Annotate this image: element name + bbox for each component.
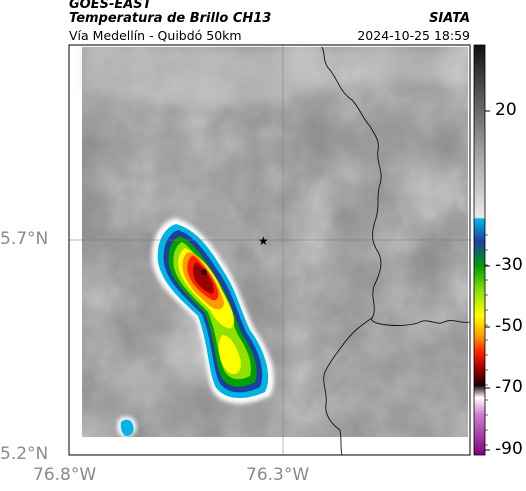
org-label: SIATA	[429, 11, 470, 26]
star-icon: ★	[258, 234, 269, 248]
department-border	[321, 46, 471, 456]
lat-label-5.7: 5.7°N	[0, 229, 49, 249]
colorbar	[473, 44, 486, 456]
warm-cloud-band	[82, 47, 468, 107]
lon-label-76.8: 76.8°W	[33, 465, 97, 485]
colorbar-label-20: 20	[495, 100, 517, 120]
colorbar-label-minus70: -70	[495, 377, 523, 397]
product-title: Temperatura de Brillo CH13	[69, 11, 272, 26]
colorbar-label-minus50: -50	[495, 316, 523, 336]
satellite-name: GOES-EAST	[69, 0, 152, 12]
colorbar-label-minus90: -90	[495, 439, 523, 459]
cloud-texture	[82, 47, 468, 437]
region-label: Vía Medellín - Quibdó 50km	[69, 28, 242, 43]
small-cloud-cell	[117, 416, 137, 437]
colorbar-ticks	[485, 110, 490, 451]
lat-label-5.2: 5.2°N	[0, 444, 49, 464]
map-border	[68, 44, 471, 456]
lon-label-76.3: 76.3°W	[246, 465, 310, 485]
colorbar-label-minus30: -30	[495, 255, 523, 275]
datetime-label: 2024-10-25 18:59	[357, 28, 470, 43]
storm-cell	[151, 218, 275, 404]
